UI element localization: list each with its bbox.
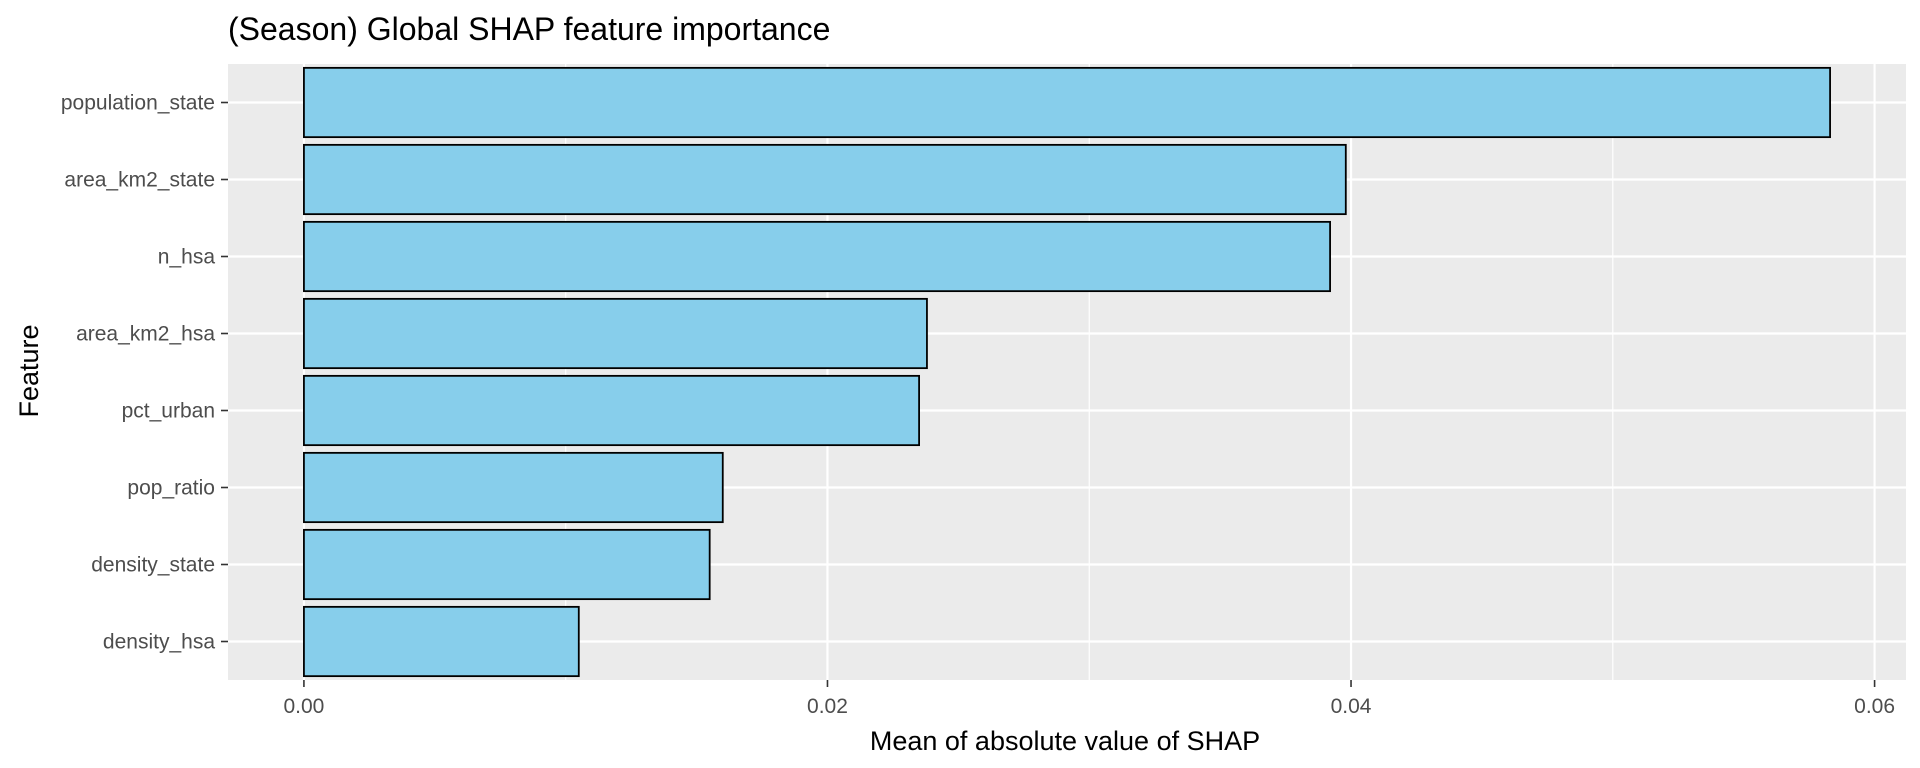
x-tick-label: 0.02 xyxy=(807,695,848,718)
y-tick-label: density_hsa xyxy=(103,631,215,654)
y-tick-label: population_state xyxy=(61,92,215,115)
bar-area-km2-state xyxy=(303,143,1347,216)
chart-title: (Season) Global SHAP feature importance xyxy=(228,11,830,47)
y-tick-label: area_km2_hsa xyxy=(76,323,215,346)
bar-pct-urban xyxy=(303,374,920,447)
bar-density-state xyxy=(303,528,711,601)
y-tick-label: pct_urban xyxy=(122,400,215,423)
bar-pop-ratio xyxy=(303,451,724,524)
x-axis-title: Mean of absolute value of SHAP xyxy=(870,726,1260,756)
bar-area-km2-hsa xyxy=(303,297,928,370)
y-tick-label: density_state xyxy=(91,554,215,577)
bars-group xyxy=(303,66,1831,678)
y-tick-label: n_hsa xyxy=(158,246,216,269)
bar-population-state xyxy=(303,66,1831,139)
y-axis-title: Feature xyxy=(14,324,44,417)
x-axis: 0.00 0.02 0.04 0.06 xyxy=(283,680,1895,718)
x-tick-label: 0.00 xyxy=(283,695,324,718)
bar-density-hsa xyxy=(303,605,580,678)
y-tick-label: area_km2_state xyxy=(64,169,215,192)
y-tick-label: pop_ratio xyxy=(127,477,215,500)
y-axis: population_state area_km2_state n_hsa area_… xyxy=(61,92,228,654)
x-tick-label: 0.06 xyxy=(1854,695,1895,718)
bar-n-hsa xyxy=(303,220,1331,293)
x-tick-label: 0.04 xyxy=(1331,695,1372,718)
